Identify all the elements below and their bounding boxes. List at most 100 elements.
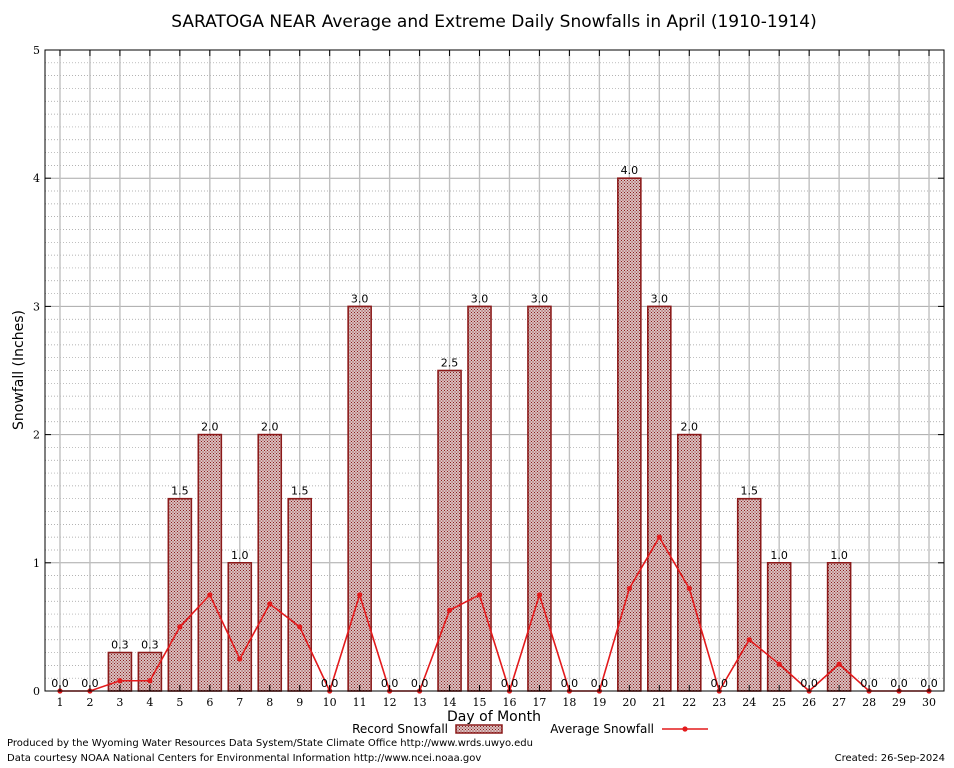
x-tick-label: 18 <box>562 696 576 709</box>
x-tick-label: 13 <box>413 696 427 709</box>
average-point <box>297 624 303 630</box>
average-point <box>357 592 363 598</box>
record-bar <box>676 433 702 692</box>
bar-value-label: 1.0 <box>830 549 848 562</box>
average-point <box>536 592 543 598</box>
y-tick-label: 2 <box>33 429 40 442</box>
bar-value-label: 0.0 <box>81 677 99 690</box>
data-labels: 0.0 0.0 0.3 0.3 1.5 2.0 1.0 2.0 1.5 0.0 3.0 0.0 0.0 2… <box>51 164 938 690</box>
bar-value-label: 0.0 <box>591 677 609 690</box>
x-tick-label: 4 <box>146 696 153 709</box>
x-tick-label: 16 <box>502 696 516 709</box>
average-point <box>177 624 183 630</box>
x-tick-label: 12 <box>383 696 397 709</box>
record-bar <box>197 433 223 692</box>
record-bar <box>736 497 762 692</box>
footer-created: Created: 26-Sep-2024 <box>834 753 945 764</box>
average-line <box>57 534 932 694</box>
x-tick-label: 25 <box>772 696 786 709</box>
legend-record-label: Record Snowfall <box>352 722 448 736</box>
bar-value-label: 1.5 <box>291 485 309 498</box>
bar-value-label: 0.0 <box>860 677 878 690</box>
average-point <box>626 585 632 592</box>
bar-value-label: 0.0 <box>711 677 729 690</box>
average-point <box>237 656 243 662</box>
record-bar <box>347 305 372 692</box>
average-point <box>147 678 153 684</box>
x-tick-label: 30 <box>922 696 936 709</box>
record-bar <box>647 305 672 692</box>
bar-value-label: 2.0 <box>681 421 699 434</box>
footer-data-courtesy: Data courtesy NOAA National Centers for … <box>7 753 482 764</box>
record-bar <box>287 497 313 692</box>
x-tick-label: 15 <box>473 696 487 709</box>
average-point <box>446 607 453 613</box>
plot-frame <box>44 49 945 692</box>
y-tick-label: 3 <box>33 300 40 313</box>
x-tick-label: 2 <box>86 696 93 709</box>
average-point <box>746 637 752 643</box>
x-tick-label: 27 <box>832 696 846 709</box>
bar-value-label: 0.0 <box>890 677 908 690</box>
average-polyline <box>59 535 930 694</box>
x-tick-label: 23 <box>712 696 726 709</box>
x-tick-label: 8 <box>266 696 273 709</box>
y-tick-label: 1 <box>33 557 40 570</box>
y-tick-label: 0 <box>33 685 40 698</box>
bar-value-label: 2.0 <box>261 421 279 434</box>
x-tick-label: 19 <box>592 696 606 709</box>
bar-value-label: 3.0 <box>531 292 549 305</box>
bar-value-label: 3.0 <box>471 292 489 305</box>
chart-title: SARATOGA NEAR Average and Extreme Daily … <box>171 12 817 32</box>
bar-value-label: 0.0 <box>381 677 399 690</box>
bar-value-label: 1.0 <box>231 549 249 562</box>
bar-value-label: 0.0 <box>411 677 429 690</box>
x-tick-label: 3 <box>116 696 123 709</box>
y-tick-label: 4 <box>33 172 40 185</box>
bar-value-label: 0.0 <box>321 677 339 690</box>
average-point <box>656 534 662 540</box>
average-point <box>686 585 692 592</box>
bar-value-label: 1.5 <box>171 485 189 498</box>
bar-value-label: 0.0 <box>800 677 818 690</box>
bar-value-label: 2.0 <box>201 421 219 434</box>
legend-average-marker <box>682 726 688 732</box>
record-bar <box>467 305 492 692</box>
bar-value-label: 0.0 <box>51 677 69 690</box>
bar-value-label: 0.0 <box>561 677 579 690</box>
x-tick-label: 29 <box>892 696 906 709</box>
legend-record-swatch <box>455 724 503 734</box>
bar-value-label: 1.5 <box>740 485 758 498</box>
x-tick-label: 1 <box>56 696 63 709</box>
y-tick-label: 5 <box>33 44 40 57</box>
x-tick-label: 5 <box>176 696 183 709</box>
x-tick-label: 11 <box>353 696 367 709</box>
bar-value-label: 2.5 <box>441 357 459 370</box>
bar-value-label: 3.0 <box>351 292 369 305</box>
bar-value-label: 0.3 <box>111 639 129 652</box>
x-tick-label: 17 <box>532 696 546 709</box>
average-point <box>776 661 782 667</box>
record-bar <box>227 561 253 692</box>
x-tick-label: 7 <box>236 696 243 709</box>
bar-value-label: 3.0 <box>651 292 669 305</box>
x-tick-label: 20 <box>622 696 636 709</box>
x-tick-label: 26 <box>802 696 816 709</box>
bar-value-label: 0.3 <box>141 639 159 652</box>
footer-produced-by: Produced by the Wyoming Water Resources … <box>7 738 533 749</box>
y-axis-label: Snowfall (Inches) <box>11 310 27 430</box>
average-point <box>207 592 213 598</box>
x-tick-label: 22 <box>682 696 696 709</box>
average-point <box>836 661 842 667</box>
x-tick-label: 21 <box>652 696 666 709</box>
record-bar <box>437 369 462 692</box>
average-point <box>267 601 273 607</box>
bar-value-label: 4.0 <box>621 164 639 177</box>
x-tick-label: 14 <box>443 696 457 709</box>
x-tick-label: 24 <box>742 696 756 709</box>
average-point <box>476 592 483 598</box>
bar-value-label: 0.0 <box>920 677 938 690</box>
record-bar <box>257 433 283 692</box>
legend-average-label: Average Snowfall <box>550 722 654 736</box>
